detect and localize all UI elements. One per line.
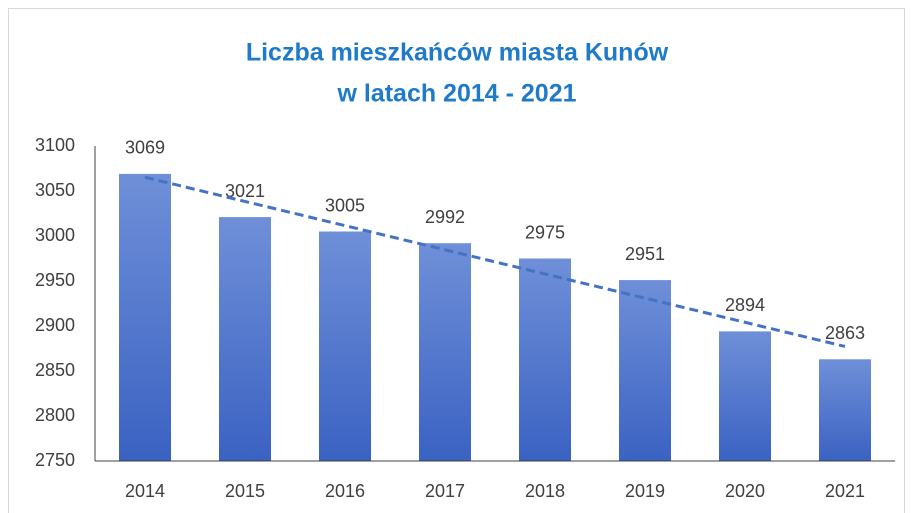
bar bbox=[119, 173, 171, 461]
bar bbox=[819, 359, 871, 461]
y-tick-label: 2800 bbox=[35, 405, 75, 425]
x-tick-label: 2021 bbox=[825, 481, 865, 501]
value-label: 3021 bbox=[225, 181, 265, 201]
y-tick-label: 2900 bbox=[35, 315, 75, 335]
x-tick-label: 2016 bbox=[325, 481, 365, 501]
y-tick-label: 3000 bbox=[35, 225, 75, 245]
value-label: 3069 bbox=[125, 138, 165, 158]
x-tick-label: 2019 bbox=[625, 481, 665, 501]
value-label: 2951 bbox=[625, 244, 665, 264]
x-tick-label: 2015 bbox=[225, 481, 265, 501]
bar bbox=[619, 280, 671, 461]
chart-title: w latach 2014 - 2021 bbox=[336, 80, 576, 108]
x-tick-label: 2017 bbox=[425, 481, 465, 501]
value-label: 2894 bbox=[725, 295, 765, 315]
x-tick-label: 2020 bbox=[725, 481, 765, 501]
chart-title: Liczba mieszkańców miasta Kunów bbox=[246, 39, 669, 67]
value-label: 2863 bbox=[825, 323, 865, 343]
value-label: 3005 bbox=[325, 195, 365, 215]
y-tick-label: 2750 bbox=[35, 450, 75, 470]
value-label: 2975 bbox=[525, 222, 565, 242]
bar bbox=[219, 217, 271, 461]
y-tick-label: 2850 bbox=[35, 360, 75, 380]
bar bbox=[719, 331, 771, 461]
bar bbox=[519, 258, 571, 461]
bar bbox=[319, 231, 371, 461]
y-tick-label: 2950 bbox=[35, 270, 75, 290]
bar bbox=[419, 243, 471, 461]
x-tick-label: 2018 bbox=[525, 481, 565, 501]
x-tick-label: 2014 bbox=[125, 481, 165, 501]
value-label: 2992 bbox=[425, 207, 465, 227]
trendline bbox=[144, 175, 846, 348]
y-tick-label: 3050 bbox=[35, 180, 75, 200]
y-tick-label: 3100 bbox=[35, 135, 75, 155]
